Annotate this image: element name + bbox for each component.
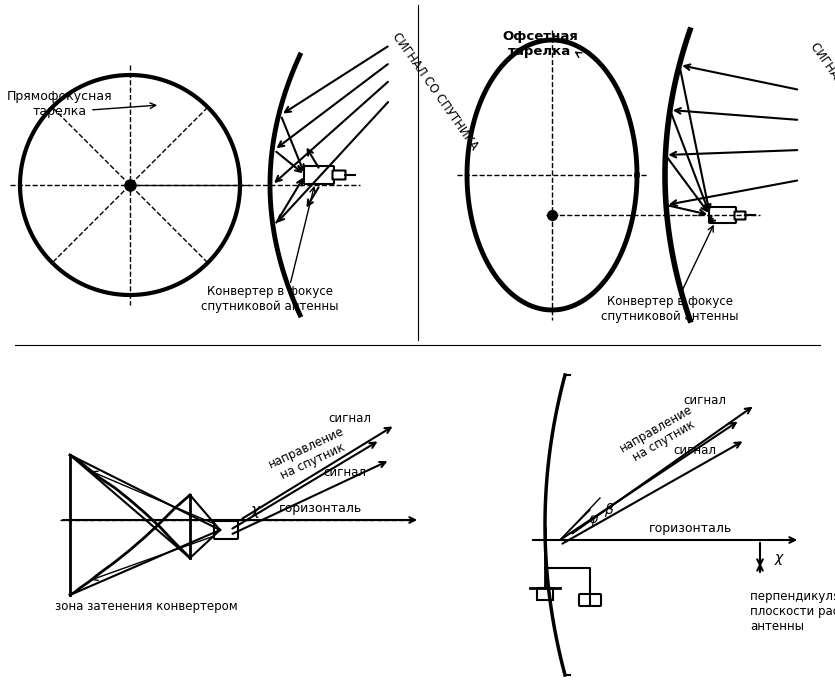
Text: перпендикуляр к
плоскости раскрыва
антенны: перпендикуляр к плоскости раскрыва антен…	[750, 590, 835, 633]
FancyBboxPatch shape	[579, 594, 601, 606]
Text: направление
на спутник: направление на спутник	[617, 402, 702, 468]
Text: Офсетная
тарелка: Офсетная тарелка	[502, 30, 578, 58]
Text: горизонталь: горизонталь	[278, 502, 362, 515]
Text: χ: χ	[775, 551, 783, 565]
Text: Конвертер в фокусе
спутниковой антенны: Конвертер в фокусе спутниковой антенны	[201, 285, 339, 313]
Text: φ: φ	[588, 512, 597, 526]
Text: СИГНАЛ СО СПУТНИКА: СИГНАЛ СО СПУТНИКА	[390, 30, 481, 152]
FancyBboxPatch shape	[735, 211, 746, 220]
Text: СИГНАЛ СО СПУТНИКА: СИГНАЛ СО СПУТНИКА	[808, 40, 835, 162]
Text: горизонталь: горизонталь	[648, 522, 731, 535]
Text: зона затенения конвертером: зона затенения конвертером	[55, 600, 238, 613]
Bar	[537, 588, 554, 600]
Text: направление
на спутник: направление на спутник	[267, 425, 353, 485]
Text: χ: χ	[250, 502, 260, 518]
Text: сигнал: сигнал	[328, 411, 372, 425]
Text: β: β	[604, 503, 613, 517]
Text: сигнал: сигнал	[323, 466, 367, 480]
FancyBboxPatch shape	[332, 170, 346, 179]
Text: сигнал: сигнал	[684, 393, 726, 407]
FancyBboxPatch shape	[214, 521, 238, 539]
FancyBboxPatch shape	[709, 207, 736, 223]
Text: Конвертер в фокусе
спутниковой антенны: Конвертер в фокусе спутниковой антенны	[601, 295, 739, 323]
Text: Прямофокусная
тарелка: Прямофокусная тарелка	[8, 90, 113, 118]
Text: сигнал: сигнал	[674, 443, 716, 457]
FancyBboxPatch shape	[304, 166, 334, 184]
